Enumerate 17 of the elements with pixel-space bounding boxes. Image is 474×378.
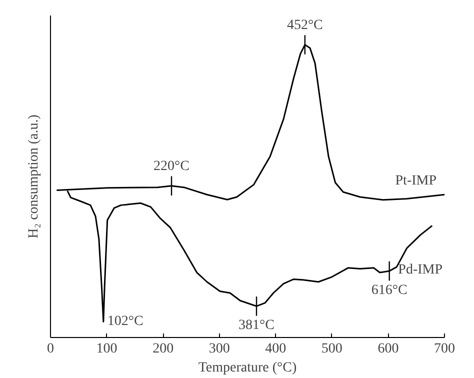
- x-axis-title: Temperature (°C): [198, 360, 297, 376]
- annotation: 452°C: [286, 18, 323, 33]
- x-tick-label: 500: [321, 342, 342, 356]
- legend-label: Pd-IMP: [398, 262, 443, 278]
- x-tick-label: 100: [96, 342, 118, 356]
- x-tick-label: 600: [378, 342, 399, 356]
- x-tick-label: 300: [208, 342, 230, 356]
- y-axis-title: H₂ consumption (a.u.): [26, 114, 42, 238]
- x-tick-label: 400: [265, 342, 286, 356]
- x-tick-label: 200: [152, 342, 174, 356]
- series-label: Pt-IMP: [395, 174, 437, 189]
- x-tick-label: 700: [434, 342, 455, 356]
- x-tick-label: 0: [47, 342, 54, 356]
- annotation: 102°C: [107, 314, 144, 330]
- annotation: 220°C: [154, 158, 190, 174]
- annotation: 616°C: [371, 283, 408, 298]
- annotation: 381°C: [238, 318, 274, 334]
